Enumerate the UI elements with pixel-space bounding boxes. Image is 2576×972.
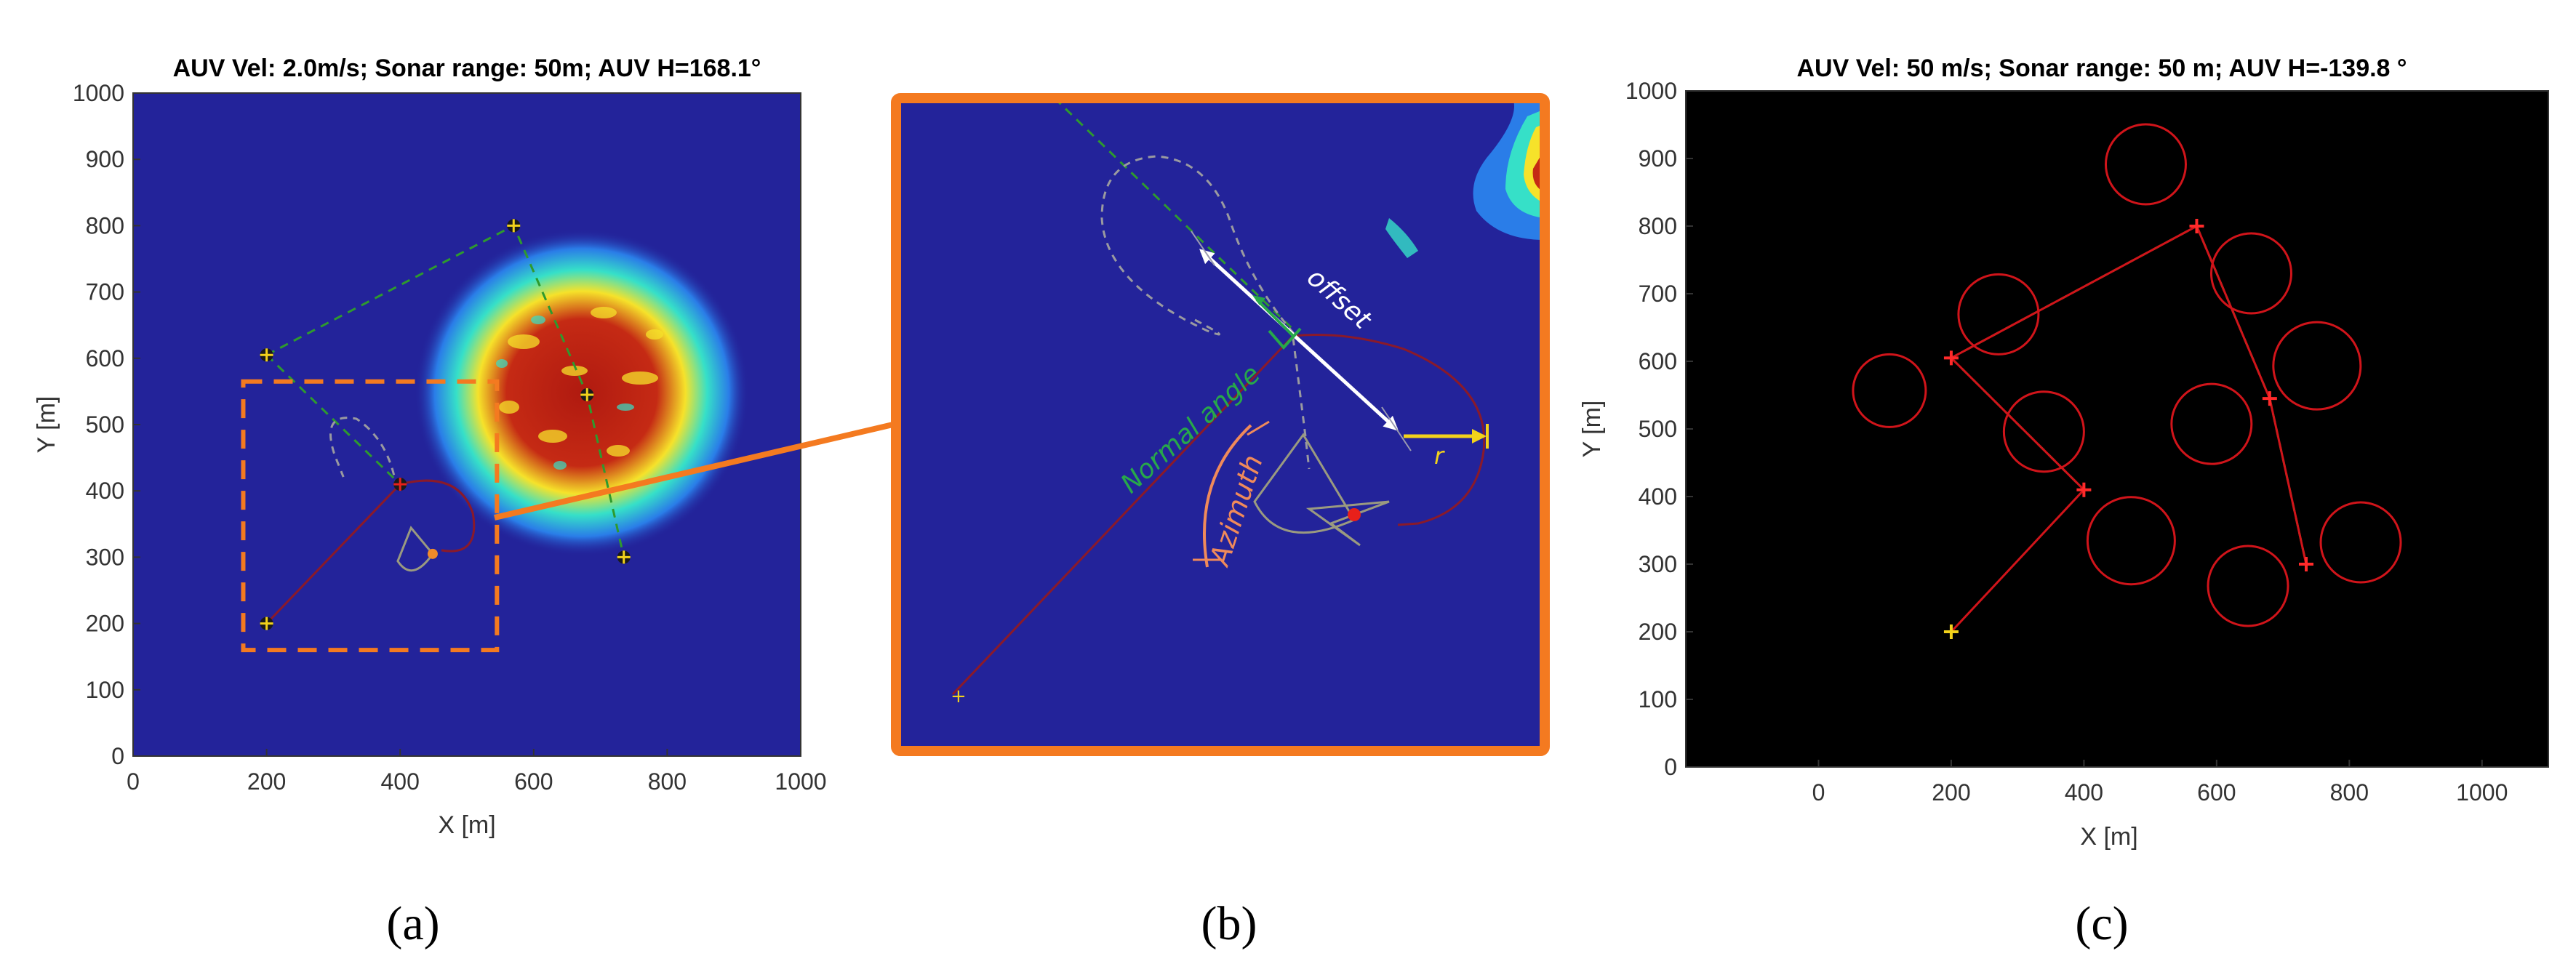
panel-c-y-ticks: 0 100 200 300 400 500 600 700 800 900 1000: [1625, 78, 1693, 780]
y-tick-label: 800: [86, 212, 124, 238]
y-tick-label: 600: [1639, 348, 1677, 374]
y-tick-label: 600: [86, 345, 124, 371]
turn-loop: [2272, 321, 2362, 411]
plume-speckle-cyan: [496, 316, 634, 470]
panel-c-x-ticks: 0 200 400 600 800 1000: [1812, 760, 2508, 806]
y-tick-label: 500: [86, 411, 124, 438]
y-tick-label: 200: [86, 611, 124, 637]
turn-loop: [2086, 496, 2176, 586]
y-tick-label: 300: [86, 544, 124, 570]
sonar-fan: [1253, 433, 1390, 547]
waypoint-marker: [2262, 391, 2277, 406]
panel-a-x-ticks: 0 200 400 600 800 1000: [127, 749, 827, 795]
waypoint-cross: [580, 387, 594, 401]
waypoint-marker: [2299, 557, 2314, 571]
y-tick-label: 500: [1639, 416, 1677, 442]
turn-loop: [2209, 232, 2292, 315]
turn-loop: [2002, 390, 2085, 473]
panel-a-y-axis-label: Y [m]: [33, 396, 60, 454]
waypoint-cross: [617, 550, 631, 564]
y-tick-label: 200: [1639, 619, 1677, 645]
y-tick-label: 300: [1639, 551, 1677, 577]
y-tick-label: 700: [1639, 281, 1677, 307]
panel-c-x-axis-label: X [m]: [2080, 823, 2137, 851]
panel-b-border: [891, 93, 1550, 756]
y-tick-label: 400: [1639, 483, 1677, 510]
turn-loop: [2104, 123, 2187, 206]
panel-c-y-axis-label: Y [m]: [1578, 401, 1606, 458]
y-tick-label: 100: [1639, 686, 1677, 712]
panel-label-c: (c): [2075, 897, 2128, 950]
x-tick-label: 0: [127, 768, 140, 795]
x-tick-label: 1000: [775, 768, 826, 795]
y-tick-label: 700: [86, 279, 124, 305]
current-turn-arc: [399, 479, 476, 553]
auv-position-marker: [427, 548, 438, 559]
panel-a: AUV Vel: 2.0m/s; Sonar range: 50m; AUV H…: [33, 55, 827, 839]
waypoint-cross: [260, 348, 273, 362]
auv-marker: [427, 548, 438, 559]
y-tick-label: 1000: [73, 80, 124, 106]
turn-loop: [2319, 501, 2402, 584]
y-tick-label: 900: [1639, 145, 1677, 172]
waypoint-marker: [1943, 350, 1959, 366]
start-marker: [1943, 624, 1959, 639]
turn-loop: [1957, 273, 2040, 356]
waypoint-marker: [2076, 482, 2092, 497]
auv-position-marker: [1348, 508, 1361, 521]
y-tick-label: 0: [1664, 754, 1677, 780]
turn-loop: [1852, 353, 1927, 428]
normal-angle-marker: [1268, 327, 1302, 350]
panel-c: AUV Vel: 50 m/s; Sonar range: 50 m; AUV …: [1578, 55, 2549, 851]
y-tick-label: 400: [86, 478, 124, 504]
waypoint-cross: [393, 478, 407, 491]
y-tick-label: 1000: [1625, 78, 1677, 104]
zoom-box: [241, 379, 500, 653]
x-tick-label: 800: [2330, 779, 2369, 806]
panel-a-x-axis-label: X [m]: [438, 811, 495, 839]
x-tick-label: 800: [648, 768, 687, 795]
x-tick-label: 200: [247, 768, 286, 795]
waypoint-marker: [2189, 219, 2204, 233]
y-tick-label: 900: [86, 146, 124, 172]
y-tick-label: 0: [111, 743, 124, 769]
auv-history-loop: [329, 417, 398, 489]
x-tick-label: 400: [2065, 779, 2103, 806]
x-tick-label: 0: [1812, 779, 1825, 806]
x-tick-label: 600: [514, 768, 553, 795]
auv-track: [1949, 224, 2308, 633]
azimuth-arc: [1203, 424, 1252, 568]
turn-loop: [2170, 382, 2253, 465]
radius-label: r: [1434, 442, 1445, 470]
x-tick-label: 1000: [2456, 779, 2508, 806]
x-tick-label: 600: [2197, 779, 2236, 806]
auv-track: [265, 483, 401, 624]
panel-c-title: AUV Vel: 50 m/s; Sonar range: 50 m; AUV …: [1796, 55, 2407, 82]
turn-loop: [2207, 545, 2289, 627]
y-tick-label: 800: [1639, 213, 1677, 239]
planned-route: [265, 224, 625, 558]
panel-label-b: (b): [1201, 897, 1257, 950]
offset-arrow: [1199, 249, 1399, 431]
waypoint-cross: [507, 219, 521, 233]
panel-label-a: (a): [386, 897, 439, 950]
y-tick-label: 100: [86, 677, 124, 703]
x-tick-label: 200: [1932, 779, 1970, 806]
panel-c-plot-background: [1686, 91, 2548, 767]
start-marker: +: [951, 686, 967, 707]
x-tick-label: 400: [381, 768, 420, 795]
panel-a-y-ticks: 0 100 200 300 400 500 600 700 800 900 1000: [73, 80, 140, 769]
panel-b: + offset Normal angle Azimuth r: [891, 93, 1550, 756]
waypoint-cross: [260, 616, 273, 630]
plume-speckle: [499, 307, 663, 457]
panel-a-title: AUV Vel: 2.0m/s; Sonar range: 50m; AUV H…: [173, 55, 761, 82]
zoom-connector: [494, 421, 897, 521]
waypoints: [260, 219, 631, 630]
